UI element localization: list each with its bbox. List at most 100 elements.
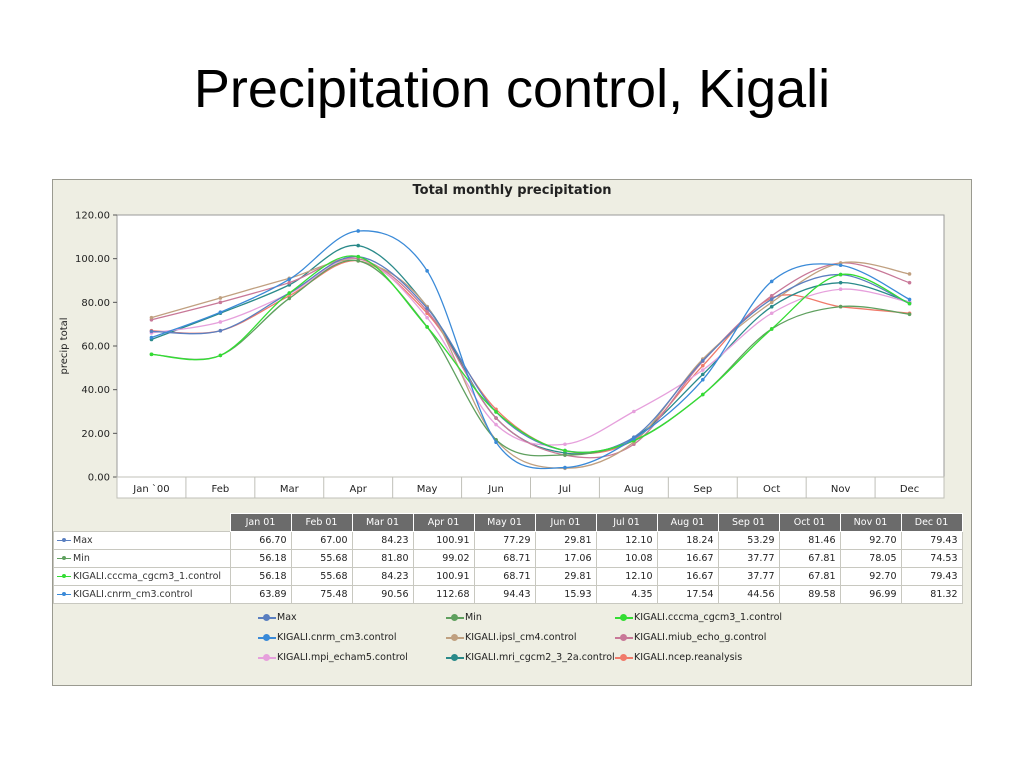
ipsl-marker-icon	[446, 633, 464, 642]
table-cell: 84.23	[351, 567, 414, 586]
data-point	[769, 293, 774, 298]
data-point	[218, 310, 223, 315]
data-point	[218, 300, 223, 305]
x-tick-label: Sep	[693, 484, 712, 495]
table-cell: 77.29	[473, 531, 536, 550]
table-row: KIGALI.cccma_cgcm3_1.control 56.18 55.68…	[53, 567, 963, 586]
table-cell: 56.18	[229, 549, 292, 568]
data-table: Jan 01 Feb 01 Mar 01 Apr 01 May 01 Jun 0…	[53, 513, 963, 604]
legend-label: KIGALI.mpi_echam5.control	[277, 652, 408, 663]
legend-item-mri: KIGALI.mri_cgcm2_3_2a.control	[446, 651, 615, 665]
data-point	[632, 409, 636, 414]
data-point	[769, 304, 774, 309]
row-label: KIGALI.cccma_cgcm3_1.control	[53, 567, 231, 586]
table-corner	[54, 514, 231, 532]
legend-label: KIGALI.miub_echo_g.control	[634, 632, 767, 643]
table-header: May 01	[473, 513, 536, 532]
data-point	[287, 277, 292, 282]
data-point	[700, 372, 705, 377]
data-point	[838, 272, 843, 277]
legend-item-cccma: KIGALI.cccma_cgcm3_1.control	[615, 611, 782, 625]
table-cell: 12.10	[595, 531, 658, 550]
table-header: Nov 01	[839, 513, 902, 532]
table-cell: 68.71	[473, 549, 536, 568]
data-point	[700, 392, 705, 397]
table-cell: 16.67	[656, 549, 719, 568]
x-tick-label: May	[417, 484, 438, 495]
y-tick-label: 0.00	[88, 473, 110, 484]
table-cell: 53.29	[717, 531, 780, 550]
data-point	[769, 297, 774, 301]
table-cell: 18.24	[656, 531, 719, 550]
x-tick-label: Dec	[900, 484, 919, 495]
data-point	[769, 279, 774, 284]
table-header: Jul 01	[595, 513, 658, 532]
data-point	[907, 312, 912, 317]
mri-marker-icon	[446, 653, 464, 662]
data-point	[356, 254, 361, 259]
table-header: Mar 01	[351, 513, 414, 532]
legend-item-mpi: KIGALI.mpi_echam5.control	[258, 651, 408, 665]
table-cell: 29.81	[534, 567, 597, 586]
table-cell: 100.91	[412, 567, 475, 586]
data-point	[838, 287, 843, 292]
data-point	[907, 301, 912, 306]
y-tick-label: 20.00	[81, 429, 110, 440]
data-point	[563, 442, 567, 447]
legend-item-ncep: KIGALI.ncep.reanalysis	[615, 651, 742, 665]
data-point	[425, 325, 429, 329]
chart-title: Total monthly precipitation	[412, 183, 612, 198]
data-point	[563, 453, 567, 457]
y-tick-label: 120.00	[75, 211, 110, 222]
data-point	[838, 304, 843, 309]
table-cell: 29.81	[534, 531, 597, 550]
data-point	[356, 243, 361, 248]
table-header: Feb 01	[290, 513, 353, 532]
data-point	[769, 327, 774, 331]
chart-panel: Total monthly precipitation 0.00 20.00 40.…	[52, 179, 972, 686]
x-tick-label: Jun	[487, 484, 504, 495]
row-label: Min	[53, 549, 231, 568]
data-point	[838, 263, 843, 268]
table-cell: 90.56	[351, 585, 414, 604]
table-cell: 68.71	[473, 567, 536, 586]
cnrm-marker-icon	[258, 633, 276, 642]
table-cell: 37.77	[717, 549, 780, 568]
table-cell: 10.08	[595, 549, 658, 568]
data-point	[149, 315, 154, 320]
y-tick-label: 80.00	[81, 298, 110, 309]
data-point	[907, 280, 912, 285]
legend-label: Min	[465, 612, 482, 623]
table-cell: 78.05	[839, 549, 902, 568]
data-point	[149, 335, 154, 340]
table-cell: 79.43	[900, 531, 963, 550]
table-cell: 44.56	[717, 585, 780, 604]
legend-label: KIGALI.cccma_cgcm3_1.control	[634, 612, 783, 623]
x-tick-label: Oct	[763, 484, 780, 495]
cnrm-marker-icon	[57, 591, 71, 599]
legend-label: KIGALI.ipsl_cm4.control	[465, 632, 577, 643]
table-cell: 66.70	[229, 531, 292, 550]
cccma-marker-icon	[57, 573, 71, 581]
data-point	[907, 297, 912, 302]
x-tick-label: Jul	[558, 484, 571, 495]
table-cell: 67.00	[290, 531, 353, 550]
table-cell: 92.70	[839, 567, 902, 586]
table-cell: 79.43	[900, 567, 963, 586]
table-cell: 16.67	[656, 567, 719, 586]
table-header: Apr 01	[412, 513, 475, 532]
table-cell: 17.54	[656, 585, 719, 604]
table-cell: 4.35	[595, 585, 658, 604]
data-point	[218, 328, 223, 333]
table-cell: 81.46	[778, 531, 841, 550]
series-line	[151, 255, 910, 453]
data-point	[838, 280, 843, 285]
data-point	[218, 320, 223, 324]
x-tick-label: Jan `00	[132, 483, 169, 495]
data-point	[356, 229, 361, 233]
table-cell: 92.70	[839, 531, 902, 550]
data-point	[494, 410, 498, 414]
table-cell: 15.93	[534, 585, 597, 604]
data-point	[769, 300, 774, 305]
x-tick-label: Feb	[212, 484, 230, 495]
